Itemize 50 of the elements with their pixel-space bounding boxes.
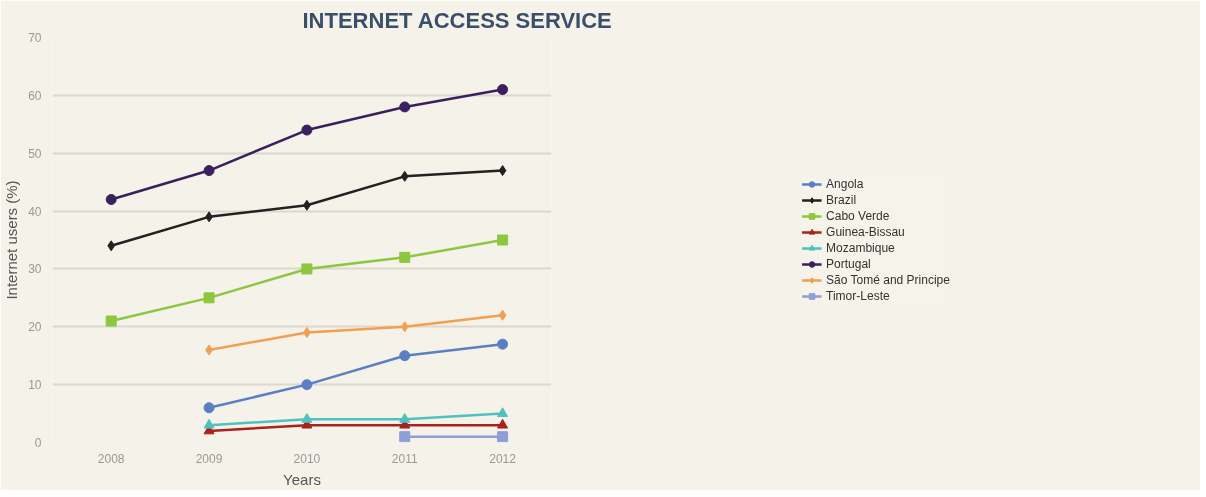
point	[105, 315, 117, 327]
y-tick-label: 30	[28, 262, 42, 277]
y-tick-label: 50	[28, 146, 42, 161]
point	[497, 407, 509, 417]
y-tick-label: 60	[28, 88, 42, 103]
point	[399, 413, 411, 423]
point	[498, 165, 507, 177]
x-tick-label: 2008	[97, 451, 125, 466]
y-tick-label: 20	[28, 320, 42, 335]
point	[301, 263, 313, 275]
point	[498, 309, 507, 321]
y-tick-label: 70	[28, 31, 42, 45]
point	[400, 170, 409, 182]
point	[203, 292, 215, 304]
legend-label: São Tomé and Principe	[826, 272, 950, 287]
x-tick-label: 2009	[195, 451, 223, 466]
point	[399, 350, 411, 362]
point	[400, 321, 409, 333]
chart-title: INTERNET ACCESS SERVICE	[302, 7, 612, 33]
point	[107, 240, 116, 252]
y-axis-title: Internet users (%)	[3, 180, 21, 300]
legend-label: Portugal	[826, 256, 871, 271]
point	[497, 234, 509, 246]
point	[203, 402, 215, 414]
point	[203, 418, 215, 429]
x-tick-label: 2012	[489, 451, 517, 466]
y-tick-label: 0	[34, 436, 42, 450]
point	[105, 194, 117, 205]
point	[497, 418, 509, 429]
legend-label: Mozambique	[826, 240, 895, 255]
point	[399, 101, 411, 113]
point	[399, 431, 411, 443]
point	[497, 431, 509, 443]
legend-label: Angola	[826, 176, 864, 191]
point	[203, 165, 215, 177]
point	[301, 379, 313, 391]
point	[497, 338, 509, 350]
y-tick-label: 10	[28, 378, 42, 393]
y-tick-label: 40	[28, 204, 42, 219]
legend-label: Timor-Leste	[826, 288, 890, 303]
legend-label: Cabo Verde	[826, 208, 890, 223]
legend-label: Brazil	[826, 192, 857, 207]
x-tick-label: 2010	[293, 451, 321, 466]
x-axis-title: Years	[283, 470, 321, 488]
point	[301, 124, 313, 136]
point	[301, 413, 313, 423]
legend-label: Guinea-Bissau	[826, 224, 905, 239]
x-tick-label: 2011	[391, 451, 418, 466]
point	[399, 251, 411, 263]
point	[497, 84, 509, 96]
